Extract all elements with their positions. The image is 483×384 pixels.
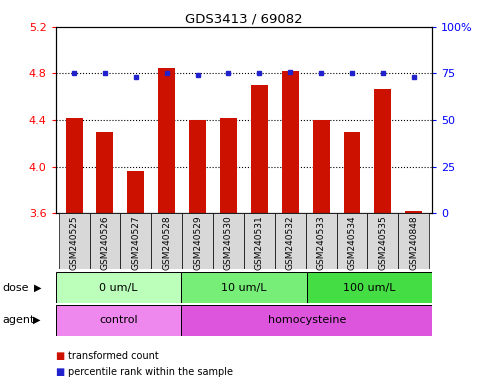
Text: percentile rank within the sample: percentile rank within the sample (68, 367, 233, 377)
Title: GDS3413 / 69082: GDS3413 / 69082 (185, 13, 303, 26)
Text: dose: dose (2, 283, 29, 293)
Bar (244, 213, 275, 269)
Text: ■: ■ (56, 351, 65, 361)
Bar (313, 120, 329, 213)
Bar (181, 272, 307, 303)
Bar (398, 213, 429, 269)
Bar (307, 272, 432, 303)
Bar (213, 213, 244, 269)
Bar (58, 213, 89, 269)
Bar (368, 213, 398, 269)
Bar (282, 71, 298, 213)
Bar (306, 213, 337, 269)
Text: control: control (99, 315, 138, 325)
Bar (220, 118, 237, 213)
Bar (343, 132, 360, 213)
Bar (337, 213, 368, 269)
Text: ▶: ▶ (34, 283, 42, 293)
Text: GSM240525: GSM240525 (70, 215, 79, 270)
Bar (128, 171, 144, 213)
Text: GSM240529: GSM240529 (193, 215, 202, 270)
Bar (374, 89, 391, 213)
Text: 10 um/L: 10 um/L (221, 283, 267, 293)
Text: GSM240534: GSM240534 (347, 215, 356, 270)
Text: GSM240532: GSM240532 (286, 215, 295, 270)
Bar (56, 305, 181, 336)
Text: 0 um/L: 0 um/L (99, 283, 138, 293)
Bar (89, 213, 120, 269)
Text: GSM240848: GSM240848 (409, 215, 418, 270)
Text: ▶: ▶ (33, 315, 41, 325)
Text: agent: agent (2, 315, 35, 325)
Bar (405, 211, 422, 213)
Text: 100 um/L: 100 um/L (343, 283, 396, 293)
Bar (151, 213, 182, 269)
Text: GSM240526: GSM240526 (100, 215, 110, 270)
Bar (97, 132, 114, 213)
Text: GSM240527: GSM240527 (131, 215, 141, 270)
Bar (275, 213, 306, 269)
Text: transformed count: transformed count (68, 351, 158, 361)
Bar (189, 120, 206, 213)
Bar (120, 213, 151, 269)
Text: homocysteine: homocysteine (268, 315, 346, 325)
Bar (66, 118, 83, 213)
Text: ■: ■ (56, 367, 65, 377)
Bar (181, 305, 432, 336)
Bar (158, 68, 175, 213)
Bar (56, 272, 181, 303)
Text: GSM240533: GSM240533 (317, 215, 326, 270)
Bar (251, 85, 268, 213)
Text: GSM240530: GSM240530 (224, 215, 233, 270)
Text: GSM240531: GSM240531 (255, 215, 264, 270)
Text: GSM240535: GSM240535 (378, 215, 387, 270)
Bar (182, 213, 213, 269)
Text: GSM240528: GSM240528 (162, 215, 171, 270)
